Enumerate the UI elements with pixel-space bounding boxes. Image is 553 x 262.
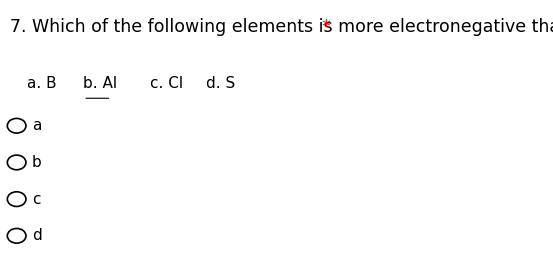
Text: b. Al: b. Al bbox=[83, 76, 117, 91]
Text: *: * bbox=[321, 18, 330, 36]
Text: c. Cl: c. Cl bbox=[150, 76, 183, 91]
Text: a: a bbox=[32, 118, 41, 133]
Text: d. S: d. S bbox=[206, 76, 236, 91]
Text: b: b bbox=[32, 155, 41, 170]
Text: c: c bbox=[32, 192, 40, 207]
Text: a. B: a. B bbox=[27, 76, 56, 91]
Text: 7. Which of the following elements is more electronegative than carbon?: 7. Which of the following elements is mo… bbox=[10, 18, 553, 36]
Text: d: d bbox=[32, 228, 41, 243]
